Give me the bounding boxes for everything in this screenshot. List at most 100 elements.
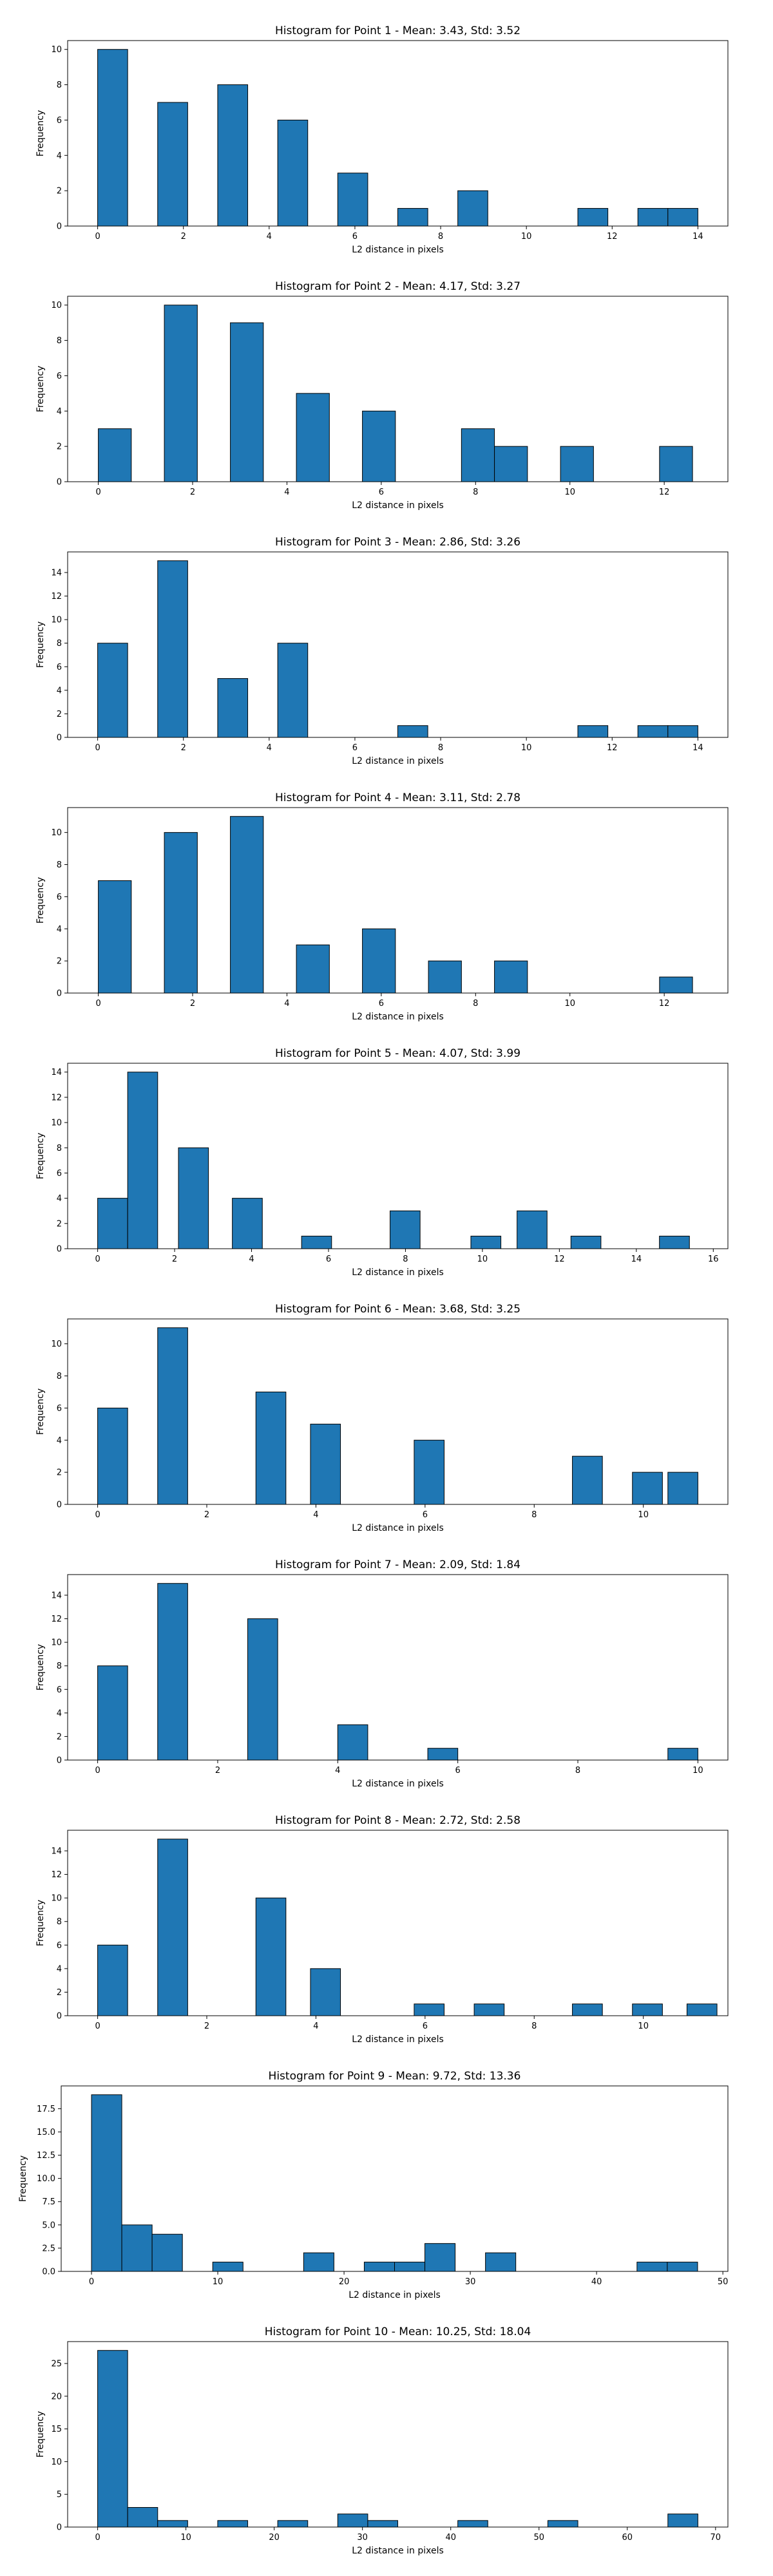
x-tick-label: 2 xyxy=(172,1255,177,1264)
y-tick-label: 6 xyxy=(57,1404,62,1414)
histogram-bar xyxy=(97,2350,128,2528)
x-tick-label: 12 xyxy=(607,743,618,753)
x-tick-label: 4 xyxy=(335,1766,340,1776)
x-tick-label: 8 xyxy=(473,999,478,1009)
y-tick-label: 12 xyxy=(51,1870,62,1880)
histogram-bar xyxy=(230,816,264,994)
x-axis-label: L2 distance in pixels xyxy=(352,245,444,255)
y-tick-label: 2 xyxy=(57,957,62,967)
histogram-bar xyxy=(217,84,249,227)
x-tick-label: 10 xyxy=(564,999,575,1009)
x-tick-label: 14 xyxy=(692,232,703,242)
histogram-bar xyxy=(667,2262,698,2272)
histogram-bar xyxy=(427,1748,459,1761)
histogram-bar xyxy=(97,1407,128,1505)
y-tick-label: 10 xyxy=(51,1638,62,1648)
x-tick-label: 14 xyxy=(631,1255,642,1264)
histogram-bar xyxy=(178,1147,209,1249)
histogram-bar xyxy=(667,2514,698,2528)
y-tick-label: 2 xyxy=(57,187,62,196)
y-tick-label: 5 xyxy=(57,2490,62,2500)
x-axis-label: L2 distance in pixels xyxy=(352,756,444,766)
y-tick-label: 17.5 xyxy=(37,2105,55,2114)
histogram-bar xyxy=(485,2252,517,2272)
histogram-bar xyxy=(397,725,428,738)
x-tick-label: 16 xyxy=(708,1255,719,1264)
y-tick-label: 8 xyxy=(57,1372,62,1381)
histogram-bar xyxy=(157,1583,188,1761)
y-tick-label: 10 xyxy=(51,1340,62,1349)
x-tick-label: 0 xyxy=(95,743,100,753)
x-tick-label: 0 xyxy=(95,1766,100,1776)
histogram-bar xyxy=(414,1439,445,1505)
y-tick-label: 0 xyxy=(57,1756,62,1766)
histogram-panel-3: 0 2 4 6 8 10 12 14 0 2 4 6 8 10 12 14 Histogram for Poin… xyxy=(35,536,729,766)
histogram-bar xyxy=(547,2520,578,2528)
histogram-bar xyxy=(473,2003,505,2016)
histogram-bar xyxy=(217,678,249,738)
histogram-bar xyxy=(91,2094,122,2272)
histogram-bar xyxy=(277,643,309,738)
histogram-bar xyxy=(127,2507,158,2528)
histogram-bar xyxy=(164,305,198,482)
x-tick-label: 12 xyxy=(554,1255,565,1264)
histogram-bar xyxy=(577,208,609,227)
x-tick-label: 12 xyxy=(659,488,670,497)
x-tick-label: 6 xyxy=(379,999,384,1009)
histogram-panel-9: 0 10 20 30 40 50 0.0 2.5 5.0 7.5 10.0 12.5 15.0 17.5 H… xyxy=(18,2070,729,2300)
chart-title: Histogram for Point 5 - Mean: 4.07, Std:… xyxy=(275,1047,520,1060)
histogram-bar xyxy=(232,1198,263,1249)
x-tick-label: 10 xyxy=(521,232,532,242)
y-tick-label: 14 xyxy=(51,1068,62,1077)
histogram-panel-2: 0 2 4 6 8 10 12 0 2 4 6 8 10 Histogram for Point 2 - … xyxy=(35,280,729,511)
x-tick-label: 10 xyxy=(477,1255,488,1264)
histogram-bar xyxy=(667,1748,698,1761)
y-tick-label: 12 xyxy=(51,592,62,601)
x-tick-label: 60 xyxy=(622,2533,633,2543)
chart-title: Histogram for Point 2 - Mean: 4.17, Std:… xyxy=(275,280,520,293)
histogram-panel-6: 0 2 4 6 8 10 0 2 4 6 8 10 Histogram for Point 6 - Me… xyxy=(35,1303,729,1533)
y-tick-label: 12.5 xyxy=(37,2151,55,2161)
x-axis-label: L2 distance in pixels xyxy=(352,2034,444,2045)
histogram-bar xyxy=(394,2262,426,2272)
x-tick-label: 2 xyxy=(204,1510,209,1520)
y-tick-label: 6 xyxy=(57,116,62,126)
y-tick-label: 4 xyxy=(57,1709,62,1718)
histogram-bar xyxy=(157,2520,188,2528)
histogram-bar xyxy=(157,560,188,738)
x-tick-label: 8 xyxy=(531,2022,537,2031)
x-tick-label: 4 xyxy=(313,2022,318,2031)
histogram-bar xyxy=(494,960,528,994)
histogram-bar xyxy=(636,2262,668,2272)
histogram-bar xyxy=(659,1235,690,1249)
histogram-bar xyxy=(659,446,693,482)
y-tick-label: 8 xyxy=(57,80,62,90)
y-tick-label: 10 xyxy=(51,1894,62,1904)
y-tick-label: 20 xyxy=(51,2392,62,2401)
histogram-bar xyxy=(127,1072,158,1249)
histogram-bar xyxy=(296,393,330,482)
chart-title: Histogram for Point 4 - Mean: 3.11, Std:… xyxy=(275,791,520,804)
y-tick-label: 10 xyxy=(51,45,62,55)
histogram-bar xyxy=(362,410,396,482)
chart-title: Histogram for Point 3 - Mean: 2.86, Std:… xyxy=(275,536,520,549)
chart-title: Histogram for Point 8 - Mean: 2.72, Std:… xyxy=(275,1814,520,1827)
histogram-bar xyxy=(572,1455,603,1505)
y-tick-label: 10.0 xyxy=(37,2174,55,2184)
histogram-bar xyxy=(157,1839,188,2016)
y-tick-label: 6 xyxy=(57,1941,62,1951)
y-axis-label: Frequency xyxy=(35,2411,46,2458)
x-axis-label: L2 distance in pixels xyxy=(352,1267,444,1278)
plot-frame xyxy=(67,2341,729,2528)
histogram-bar xyxy=(461,428,495,482)
x-tick-label: 30 xyxy=(465,2277,476,2287)
plot-frame xyxy=(67,1318,729,1505)
y-tick-label: 6 xyxy=(57,1685,62,1695)
x-tick-label: 6 xyxy=(455,1766,461,1776)
histogram-bar xyxy=(164,832,198,994)
histogram-bar xyxy=(457,190,488,227)
x-tick-label: 2 xyxy=(190,488,195,497)
histogram-bar xyxy=(337,173,368,227)
y-tick-label: 2 xyxy=(57,1732,62,1742)
x-tick-label: 30 xyxy=(357,2533,368,2543)
